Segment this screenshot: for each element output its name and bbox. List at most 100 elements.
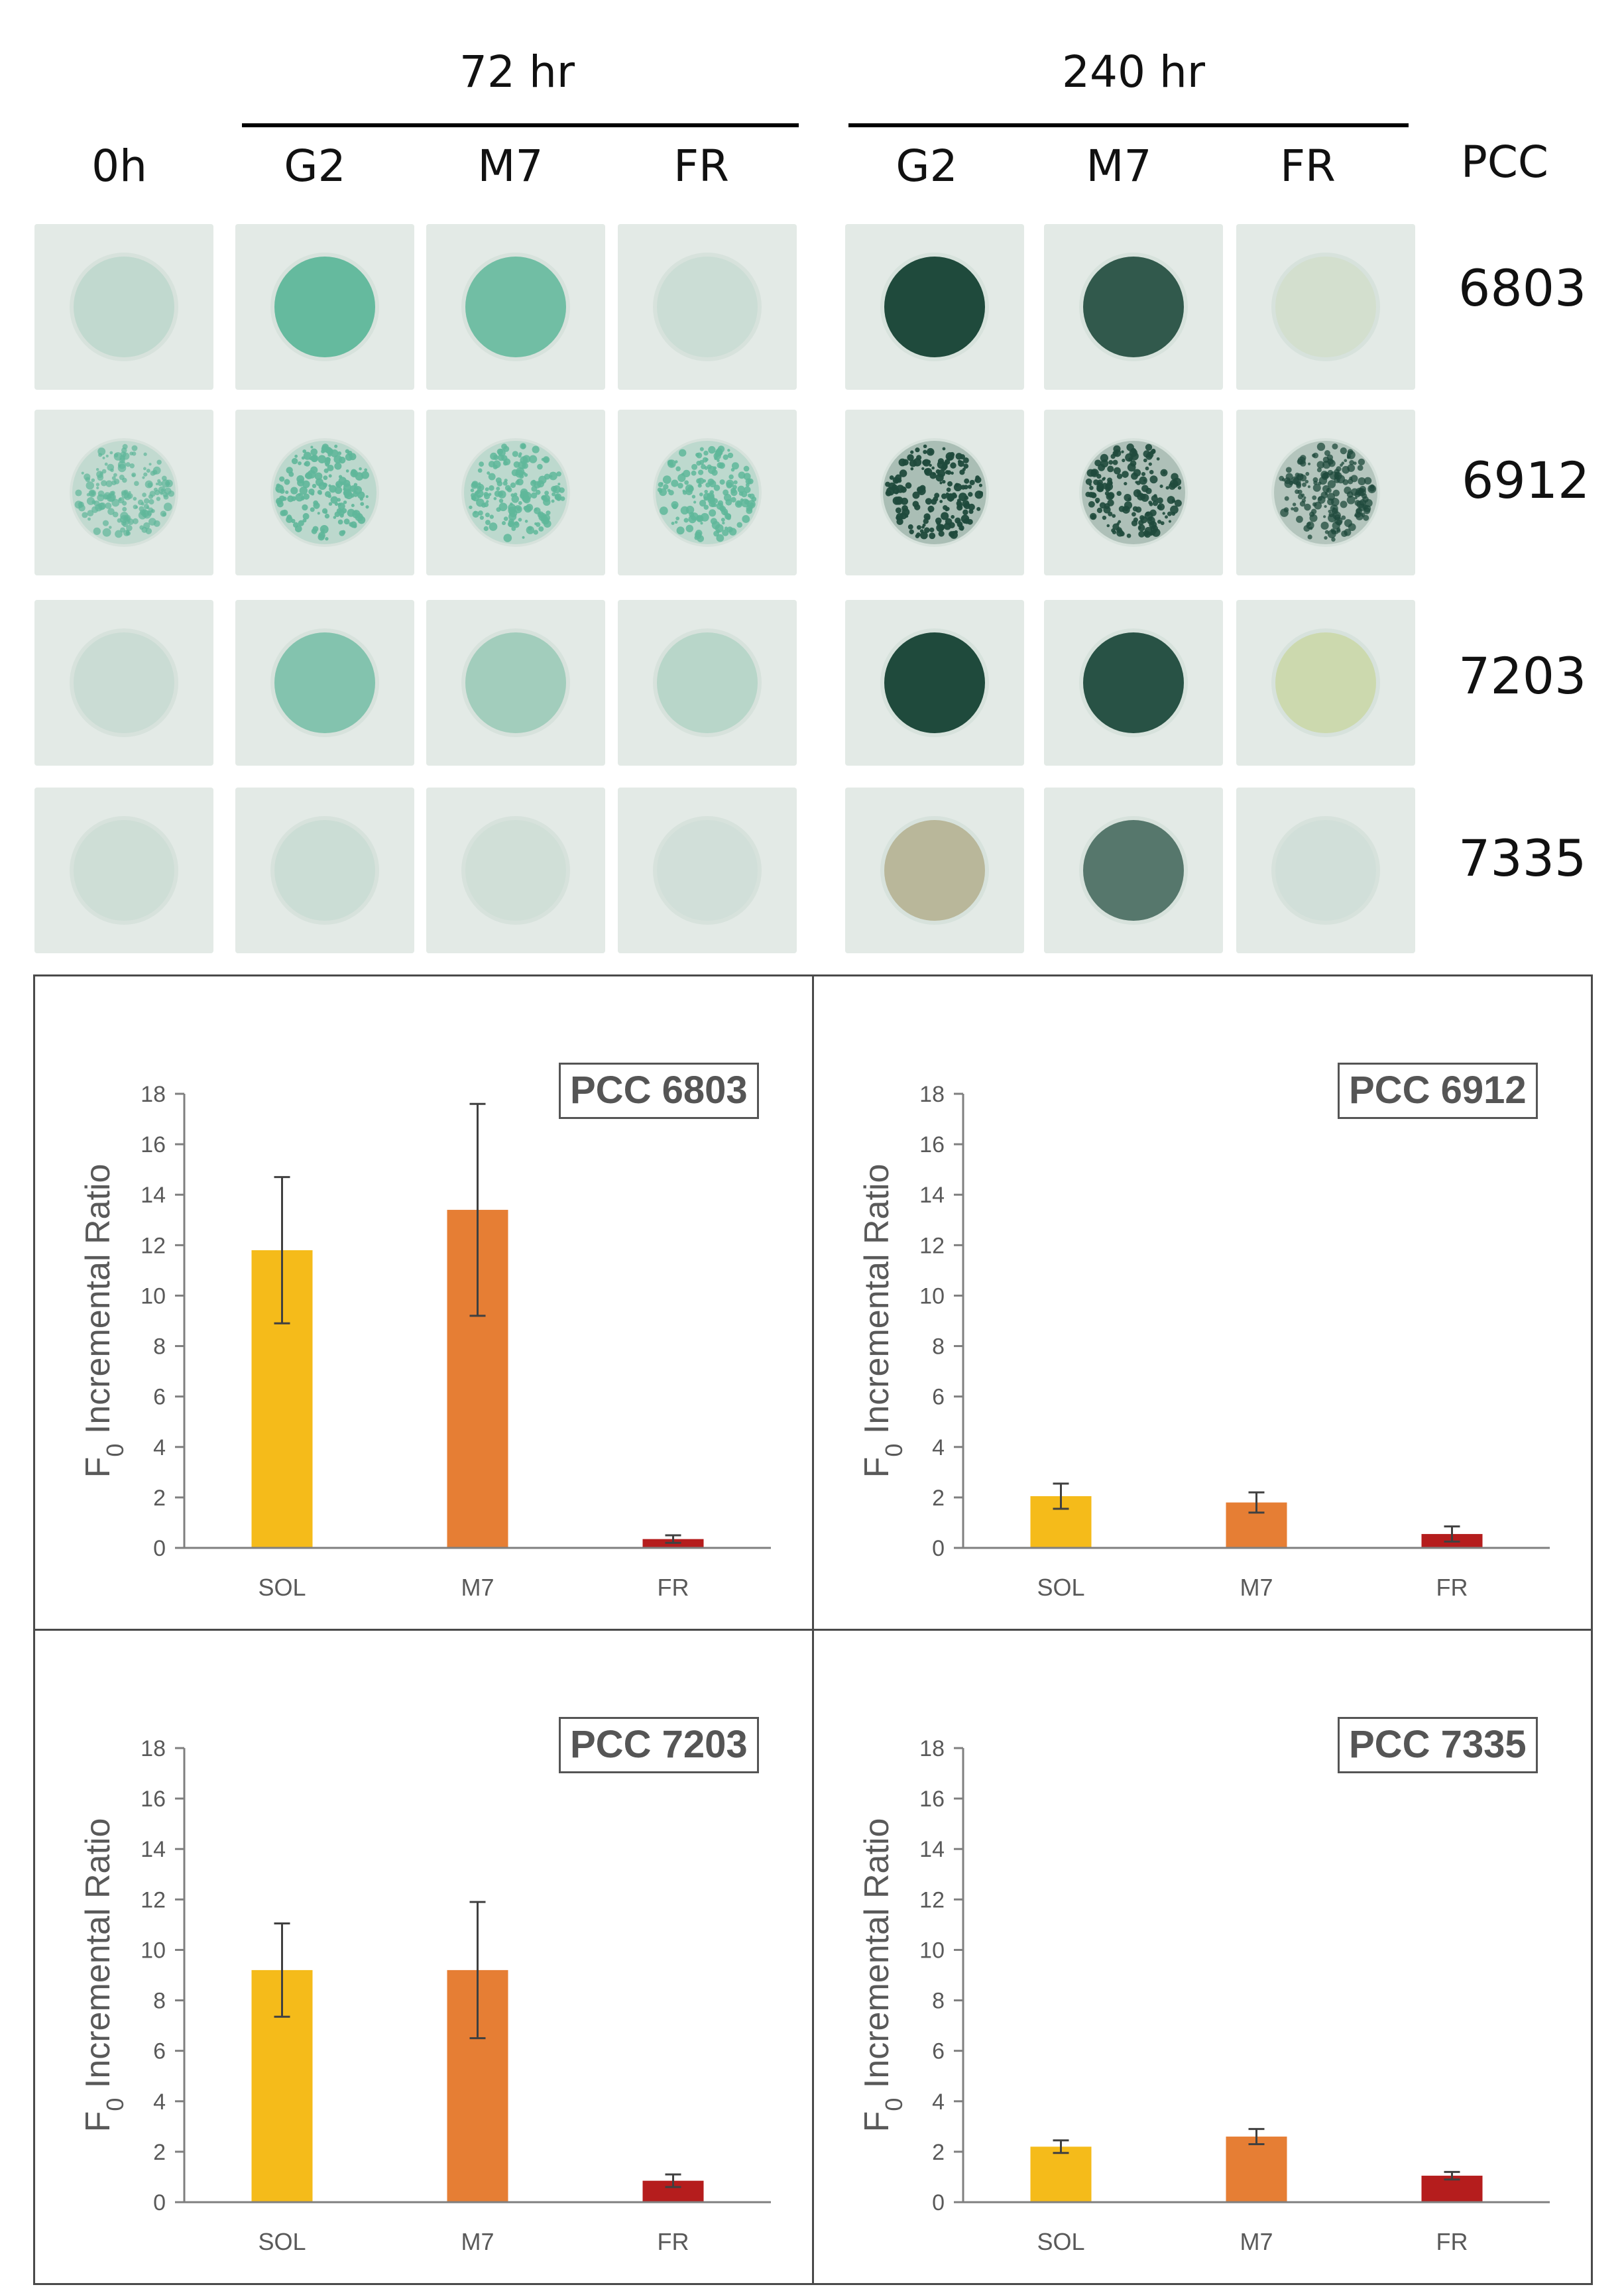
y-tick-label: 16 xyxy=(141,1132,166,1157)
y-tick-label: 4 xyxy=(932,2089,945,2115)
error-bar xyxy=(274,1922,290,2018)
plate-photo xyxy=(845,600,1024,766)
y-tick-label: 4 xyxy=(932,1435,945,1460)
x-tick-label: M7 xyxy=(1240,1574,1273,1601)
plate-photo xyxy=(235,600,414,766)
x-tick-label: M7 xyxy=(1240,2228,1273,2255)
y-axis-label: F0 Incremental Ratio xyxy=(858,1164,907,1478)
y-tick-label: 10 xyxy=(919,1283,945,1309)
time-label-240hr: 240 hr xyxy=(1062,46,1205,97)
y-tick-label: 16 xyxy=(141,1787,166,1812)
y-tick-label: 10 xyxy=(141,1938,166,1963)
bar-m7 xyxy=(1226,2137,1287,2202)
chart-title-box: PCC 7335 xyxy=(1338,1717,1538,1773)
column-header-72-g2: G2 xyxy=(284,141,346,192)
plate-photo xyxy=(235,788,414,953)
error-bar xyxy=(1053,1482,1069,1510)
row-label-6803: 6803 xyxy=(1458,259,1587,318)
bar-sol xyxy=(1030,2146,1092,2202)
x-tick-label: FR xyxy=(1436,1574,1468,1601)
chart-title-box: PCC 6912 xyxy=(1338,1063,1538,1119)
column-header-240-fr: FR xyxy=(1280,141,1336,192)
y-tick-label: 8 xyxy=(153,1334,166,1360)
plate-photo xyxy=(426,600,605,766)
chart-panel-7203: 0 2 4 6 8 10 12 14 16 18 SOL M7 FR F0 Incremental Rat… xyxy=(33,1629,814,2285)
column-header-240-g2: G2 xyxy=(896,141,958,192)
y-tick-label: 4 xyxy=(153,2089,166,2115)
plate-photo xyxy=(1236,410,1415,575)
plate-photo xyxy=(618,788,797,953)
y-tick-label: 0 xyxy=(153,1536,166,1561)
plate-photo xyxy=(845,410,1024,575)
y-tick-label: 10 xyxy=(141,1283,166,1309)
plate-photo xyxy=(1236,600,1415,766)
y-axis-label: F0 Incremental Ratio xyxy=(79,1164,129,1478)
chart-title-box: PCC 7203 xyxy=(559,1717,759,1773)
column-header-72-m7: M7 xyxy=(477,141,544,192)
x-tick-label: FR xyxy=(1436,2228,1468,2255)
plate-photo xyxy=(845,788,1024,953)
y-tick-label: 2 xyxy=(153,1486,166,1511)
y-tick-label: 16 xyxy=(919,1132,945,1157)
x-tick-label: SOL xyxy=(258,1574,306,1601)
y-tick-label: 14 xyxy=(141,1183,166,1208)
plate-photo xyxy=(1236,788,1415,953)
row-label-6912: 6912 xyxy=(1462,451,1590,510)
y-tick-label: 12 xyxy=(919,1233,945,1258)
error-bar xyxy=(469,1102,486,1317)
x-tick-label: SOL xyxy=(1037,1574,1084,1601)
y-tick-label: 2 xyxy=(932,1486,945,1511)
plate-photo xyxy=(426,788,605,953)
y-tick-label: 2 xyxy=(153,2140,166,2165)
chart-7335: 0 2 4 6 8 10 12 14 16 18 SOL M7 FR F0 Incremental Rat… xyxy=(858,1736,1550,2255)
error-bar xyxy=(1444,2170,1460,2181)
error-bar xyxy=(1053,2139,1069,2154)
plate-photo xyxy=(34,788,213,953)
y-tick-label: 8 xyxy=(932,1989,945,2014)
error-bar xyxy=(1444,1525,1460,1543)
y-tick-label: 6 xyxy=(153,2039,166,2064)
plate-photo xyxy=(618,410,797,575)
plate-photo xyxy=(34,410,213,575)
plate-photo xyxy=(235,410,414,575)
y-tick-label: 8 xyxy=(932,1334,945,1360)
time-bar-240hr xyxy=(848,123,1409,127)
y-tick-label: 2 xyxy=(932,2140,945,2165)
plate-photo xyxy=(1044,224,1223,390)
y-tick-label: 0 xyxy=(932,2190,945,2215)
column-header-72-fr: FR xyxy=(673,141,729,192)
chart-panel-6803: 0 2 4 6 8 10 12 14 16 18 SOL M7 FR F0 Incremental Rat… xyxy=(33,974,814,1631)
plate-photo xyxy=(34,600,213,766)
y-tick-label: 14 xyxy=(919,1837,945,1862)
plate-photo xyxy=(618,600,797,766)
error-bar xyxy=(1248,1491,1265,1514)
y-tick-label: 14 xyxy=(141,1837,166,1862)
time-bar-72hr xyxy=(242,123,799,127)
chart-6803: 0 2 4 6 8 10 12 14 16 18 SOL M7 FR F0 Incremental Rat… xyxy=(79,1082,771,1601)
plate-photo xyxy=(426,224,605,390)
x-tick-label: FR xyxy=(658,1574,689,1601)
pcc-header: PCC xyxy=(1461,137,1548,188)
plate-photo xyxy=(1044,600,1223,766)
plate-photo xyxy=(1236,224,1415,390)
error-bar xyxy=(274,1176,290,1324)
row-label-7203: 7203 xyxy=(1458,646,1587,705)
y-tick-label: 0 xyxy=(932,1536,945,1561)
x-tick-label: M7 xyxy=(461,2228,494,2255)
plate-photo xyxy=(1044,410,1223,575)
error-bar xyxy=(665,1534,681,1544)
plate-photo xyxy=(34,224,213,390)
plate-photo xyxy=(426,410,605,575)
y-tick-label: 6 xyxy=(932,2039,945,2064)
y-tick-label: 12 xyxy=(919,1887,945,1912)
plate-photo xyxy=(235,224,414,390)
chart-panel-7335: 0 2 4 6 8 10 12 14 16 18 SOL M7 FR F0 Incremental Rat… xyxy=(812,1629,1593,2285)
column-header-0h: 0h xyxy=(91,141,147,192)
x-tick-label: M7 xyxy=(461,1574,494,1601)
chart-title-box: PCC 6803 xyxy=(559,1063,759,1119)
y-tick-label: 12 xyxy=(141,1233,166,1258)
y-tick-label: 16 xyxy=(919,1787,945,1812)
y-tick-label: 12 xyxy=(141,1887,166,1912)
x-tick-label: SOL xyxy=(1037,2228,1084,2255)
